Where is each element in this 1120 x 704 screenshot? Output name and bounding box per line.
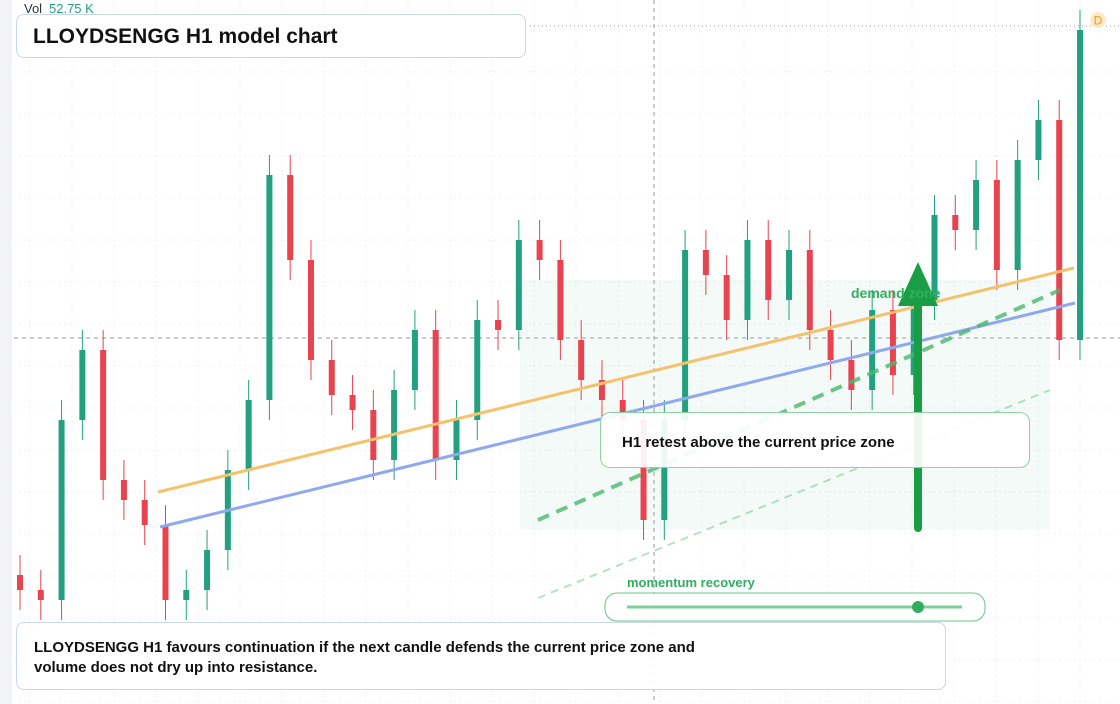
candle-body <box>432 330 439 460</box>
candle-body <box>536 240 543 260</box>
candle-body <box>391 390 398 460</box>
candle-body <box>578 340 585 380</box>
candle-body <box>100 350 107 480</box>
left-rail <box>0 0 12 704</box>
candle-body <box>598 380 605 400</box>
candle-body <box>702 250 709 275</box>
retest-text: H1 retest above the current price zone <box>622 434 895 451</box>
candle-body <box>931 215 938 300</box>
momentum-knob <box>912 601 924 613</box>
candle-body <box>245 400 252 470</box>
candle-body <box>307 260 314 360</box>
candle-body <box>204 550 211 590</box>
candle-body <box>141 500 148 525</box>
caption-box: LLOYDSENGG H1 favours continuation if th… <box>16 622 946 690</box>
candle-body <box>1014 160 1021 270</box>
candle-body <box>349 395 356 410</box>
candle-body <box>474 320 481 420</box>
candle-body <box>411 330 418 390</box>
candle-body <box>1035 120 1042 160</box>
candle-body <box>848 360 855 390</box>
candle-body <box>993 180 1000 270</box>
badge <box>1090 12 1106 28</box>
candle-body <box>58 420 65 600</box>
volume-label: Vol <box>24 1 42 16</box>
candle-body <box>806 250 813 330</box>
candle-body <box>266 175 273 400</box>
candle-body <box>973 180 980 230</box>
candle-body <box>37 590 44 600</box>
candle-body <box>827 330 834 360</box>
title-box: LLOYDSENGG H1 model chart <box>16 14 526 58</box>
candle-body <box>723 275 730 320</box>
candles <box>17 10 1083 620</box>
candle-body <box>515 240 522 330</box>
momentum-label: momentum recovery <box>627 575 756 590</box>
candle-body <box>1077 30 1083 340</box>
candle-body <box>183 590 190 600</box>
candle-body <box>661 420 668 520</box>
candle-body <box>495 320 502 330</box>
candle-body <box>328 360 335 395</box>
candle-body <box>744 240 751 320</box>
retest-box: H1 retest above the current price zone <box>600 412 1030 468</box>
dashed-channel <box>537 288 1061 522</box>
candle-body <box>453 420 460 460</box>
candle-body <box>557 260 564 340</box>
candle-body <box>17 575 23 590</box>
caption: LLOYDSENGG H1 favours continuation if th… <box>34 639 695 676</box>
candle-body <box>640 420 647 520</box>
candle-body <box>910 300 917 375</box>
candle-body <box>786 250 793 300</box>
candle-body <box>952 215 959 230</box>
demand-label: demand zone <box>851 285 941 301</box>
volume-value: 52.75 K <box>49 1 94 16</box>
candle-body <box>682 250 689 420</box>
candle-body <box>619 400 626 420</box>
candle-body <box>889 310 896 375</box>
badge-text: D <box>1094 14 1103 28</box>
demand-zone <box>520 280 1050 530</box>
candle-body <box>1056 120 1063 340</box>
candle-body <box>869 310 876 390</box>
arrow-head <box>898 262 938 306</box>
candle-body <box>765 240 772 300</box>
candle-body <box>79 350 86 420</box>
candle-body <box>120 480 127 500</box>
candle-body <box>370 410 377 460</box>
candle-body <box>162 525 169 600</box>
title: LLOYDSENGG H1 model chart <box>33 25 338 48</box>
candle-body <box>287 175 294 260</box>
